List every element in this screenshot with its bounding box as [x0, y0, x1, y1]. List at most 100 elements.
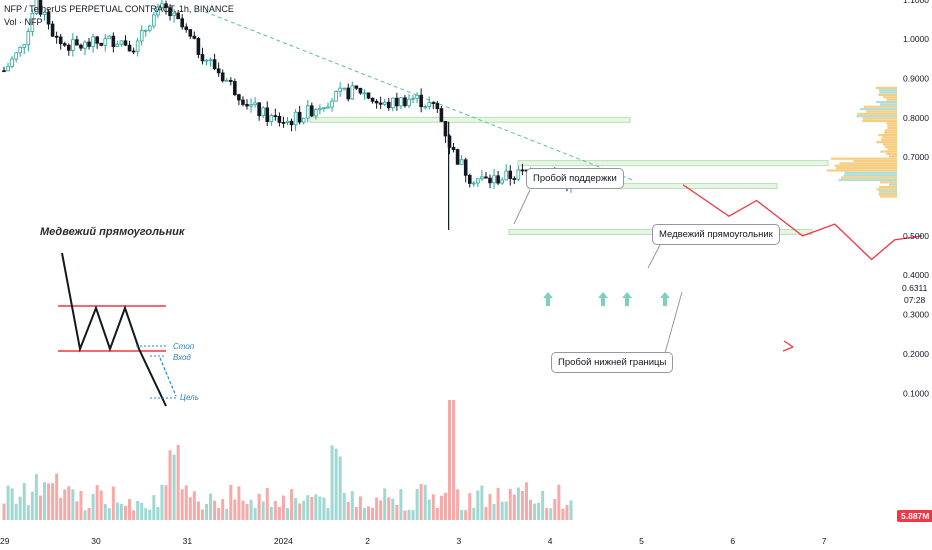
profile-bar: [835, 167, 897, 170]
candle-body: [46, 12, 51, 25]
candle-body: [362, 92, 367, 95]
profile-bar: [878, 89, 897, 92]
profile-bar: [879, 195, 897, 198]
candle-body: [374, 100, 379, 104]
volume-bar: [205, 503, 208, 520]
volume-bar: [415, 488, 419, 520]
volume-bar: [156, 507, 160, 520]
candle-body: [143, 29, 148, 32]
volume-bar: [472, 507, 476, 520]
volume-bar: [557, 484, 561, 520]
volume-bar: [569, 500, 573, 520]
chart-title: NFP / TetherUS PERPETUAL CONTRACT, 1h, B…: [4, 4, 234, 14]
volume-bar: [541, 490, 545, 520]
inset-label: Стоп: [173, 342, 195, 351]
candle-body: [496, 175, 500, 184]
profile-bar: [866, 110, 897, 113]
volume-bar: [67, 486, 71, 520]
volume-bar: [452, 400, 456, 520]
volume-bar: [115, 502, 119, 520]
time-axis: 29 30 31 2024 2 3 4 5 6 7: [0, 536, 827, 546]
volume-bar: [237, 486, 241, 520]
profile-bar: [888, 183, 897, 186]
volume-bar: [346, 502, 350, 520]
volume-bar: [423, 484, 427, 520]
callout-pointer: [513, 189, 531, 225]
candle-body: [156, 6, 160, 16]
volume-bar: [367, 506, 370, 520]
volume-bar: [476, 490, 480, 520]
candle-body: [34, 0, 39, 14]
volume-bar: [132, 510, 136, 520]
profile-bar: [887, 148, 897, 151]
volume-bar: [148, 509, 152, 520]
volume-bar: [302, 500, 306, 520]
volume-bar: [537, 502, 541, 520]
volume-bar: [407, 509, 411, 520]
profile-bar: [878, 133, 897, 137]
volume-bar: [107, 508, 111, 520]
candle-body: [233, 81, 237, 96]
profile-bar: [830, 157, 897, 160]
profile-bar: [884, 131, 897, 134]
profile-bar: [878, 190, 897, 193]
candle-body: [103, 38, 108, 46]
candle-body: [455, 149, 460, 165]
volume-bar: [306, 495, 310, 520]
volume-bar: [391, 498, 395, 520]
candle-body: [443, 121, 448, 137]
volume-bar: [419, 484, 423, 520]
candle-body: [176, 12, 180, 20]
candle-body: [164, 3, 168, 9]
profile-bar: [843, 174, 897, 177]
volume-bar: [504, 501, 508, 520]
candle-body: [91, 36, 95, 47]
volume-bar: [221, 499, 225, 520]
up-arrow: [622, 292, 632, 306]
volume-bar: [399, 489, 403, 520]
candle-body: [305, 105, 310, 119]
candle-body: [309, 105, 314, 117]
profile-bar: [882, 143, 897, 146]
price-tick-label: 0.2000: [903, 349, 929, 359]
volume-bar: [427, 499, 431, 520]
candle-body: [415, 94, 419, 99]
candle-body: [301, 117, 306, 123]
profile-bar: [876, 141, 897, 144]
candle-body: [216, 68, 221, 74]
volume-bar: [128, 499, 132, 520]
candle-body: [390, 97, 395, 109]
candle-body: [54, 35, 59, 38]
volume-bar: [529, 499, 532, 520]
candle-body: [83, 41, 87, 49]
time-tick-label: 5: [639, 536, 644, 546]
candle-body: [38, 0, 43, 15]
profile-bar: [884, 145, 897, 148]
volume-bar: [160, 484, 164, 520]
volume-bar: [22, 482, 26, 520]
profile-bar: [887, 126, 897, 130]
volume-bar: [387, 497, 391, 520]
candle-body: [427, 102, 432, 107]
candle-body: [6, 65, 10, 72]
candle-body: [99, 42, 104, 46]
volume-bar: [508, 488, 512, 520]
time-tick-label: 29: [0, 536, 10, 546]
volume-bar: [330, 445, 334, 520]
volume-bar: [549, 508, 553, 520]
candle-body: [330, 100, 334, 108]
candle-body: [459, 159, 464, 165]
volume-bar: [318, 496, 322, 520]
volume-bar: [338, 456, 342, 520]
volume-bar: [411, 510, 415, 520]
volume-bar: [91, 493, 95, 520]
profile-bar: [880, 181, 897, 184]
volume-bar: [152, 495, 156, 520]
candle-body: [467, 174, 472, 184]
candle-body: [395, 97, 399, 107]
profile-bar: [838, 178, 897, 182]
profile-bar: [862, 117, 897, 120]
volume-bar: [95, 485, 99, 520]
inset-label: Вход: [173, 353, 191, 362]
